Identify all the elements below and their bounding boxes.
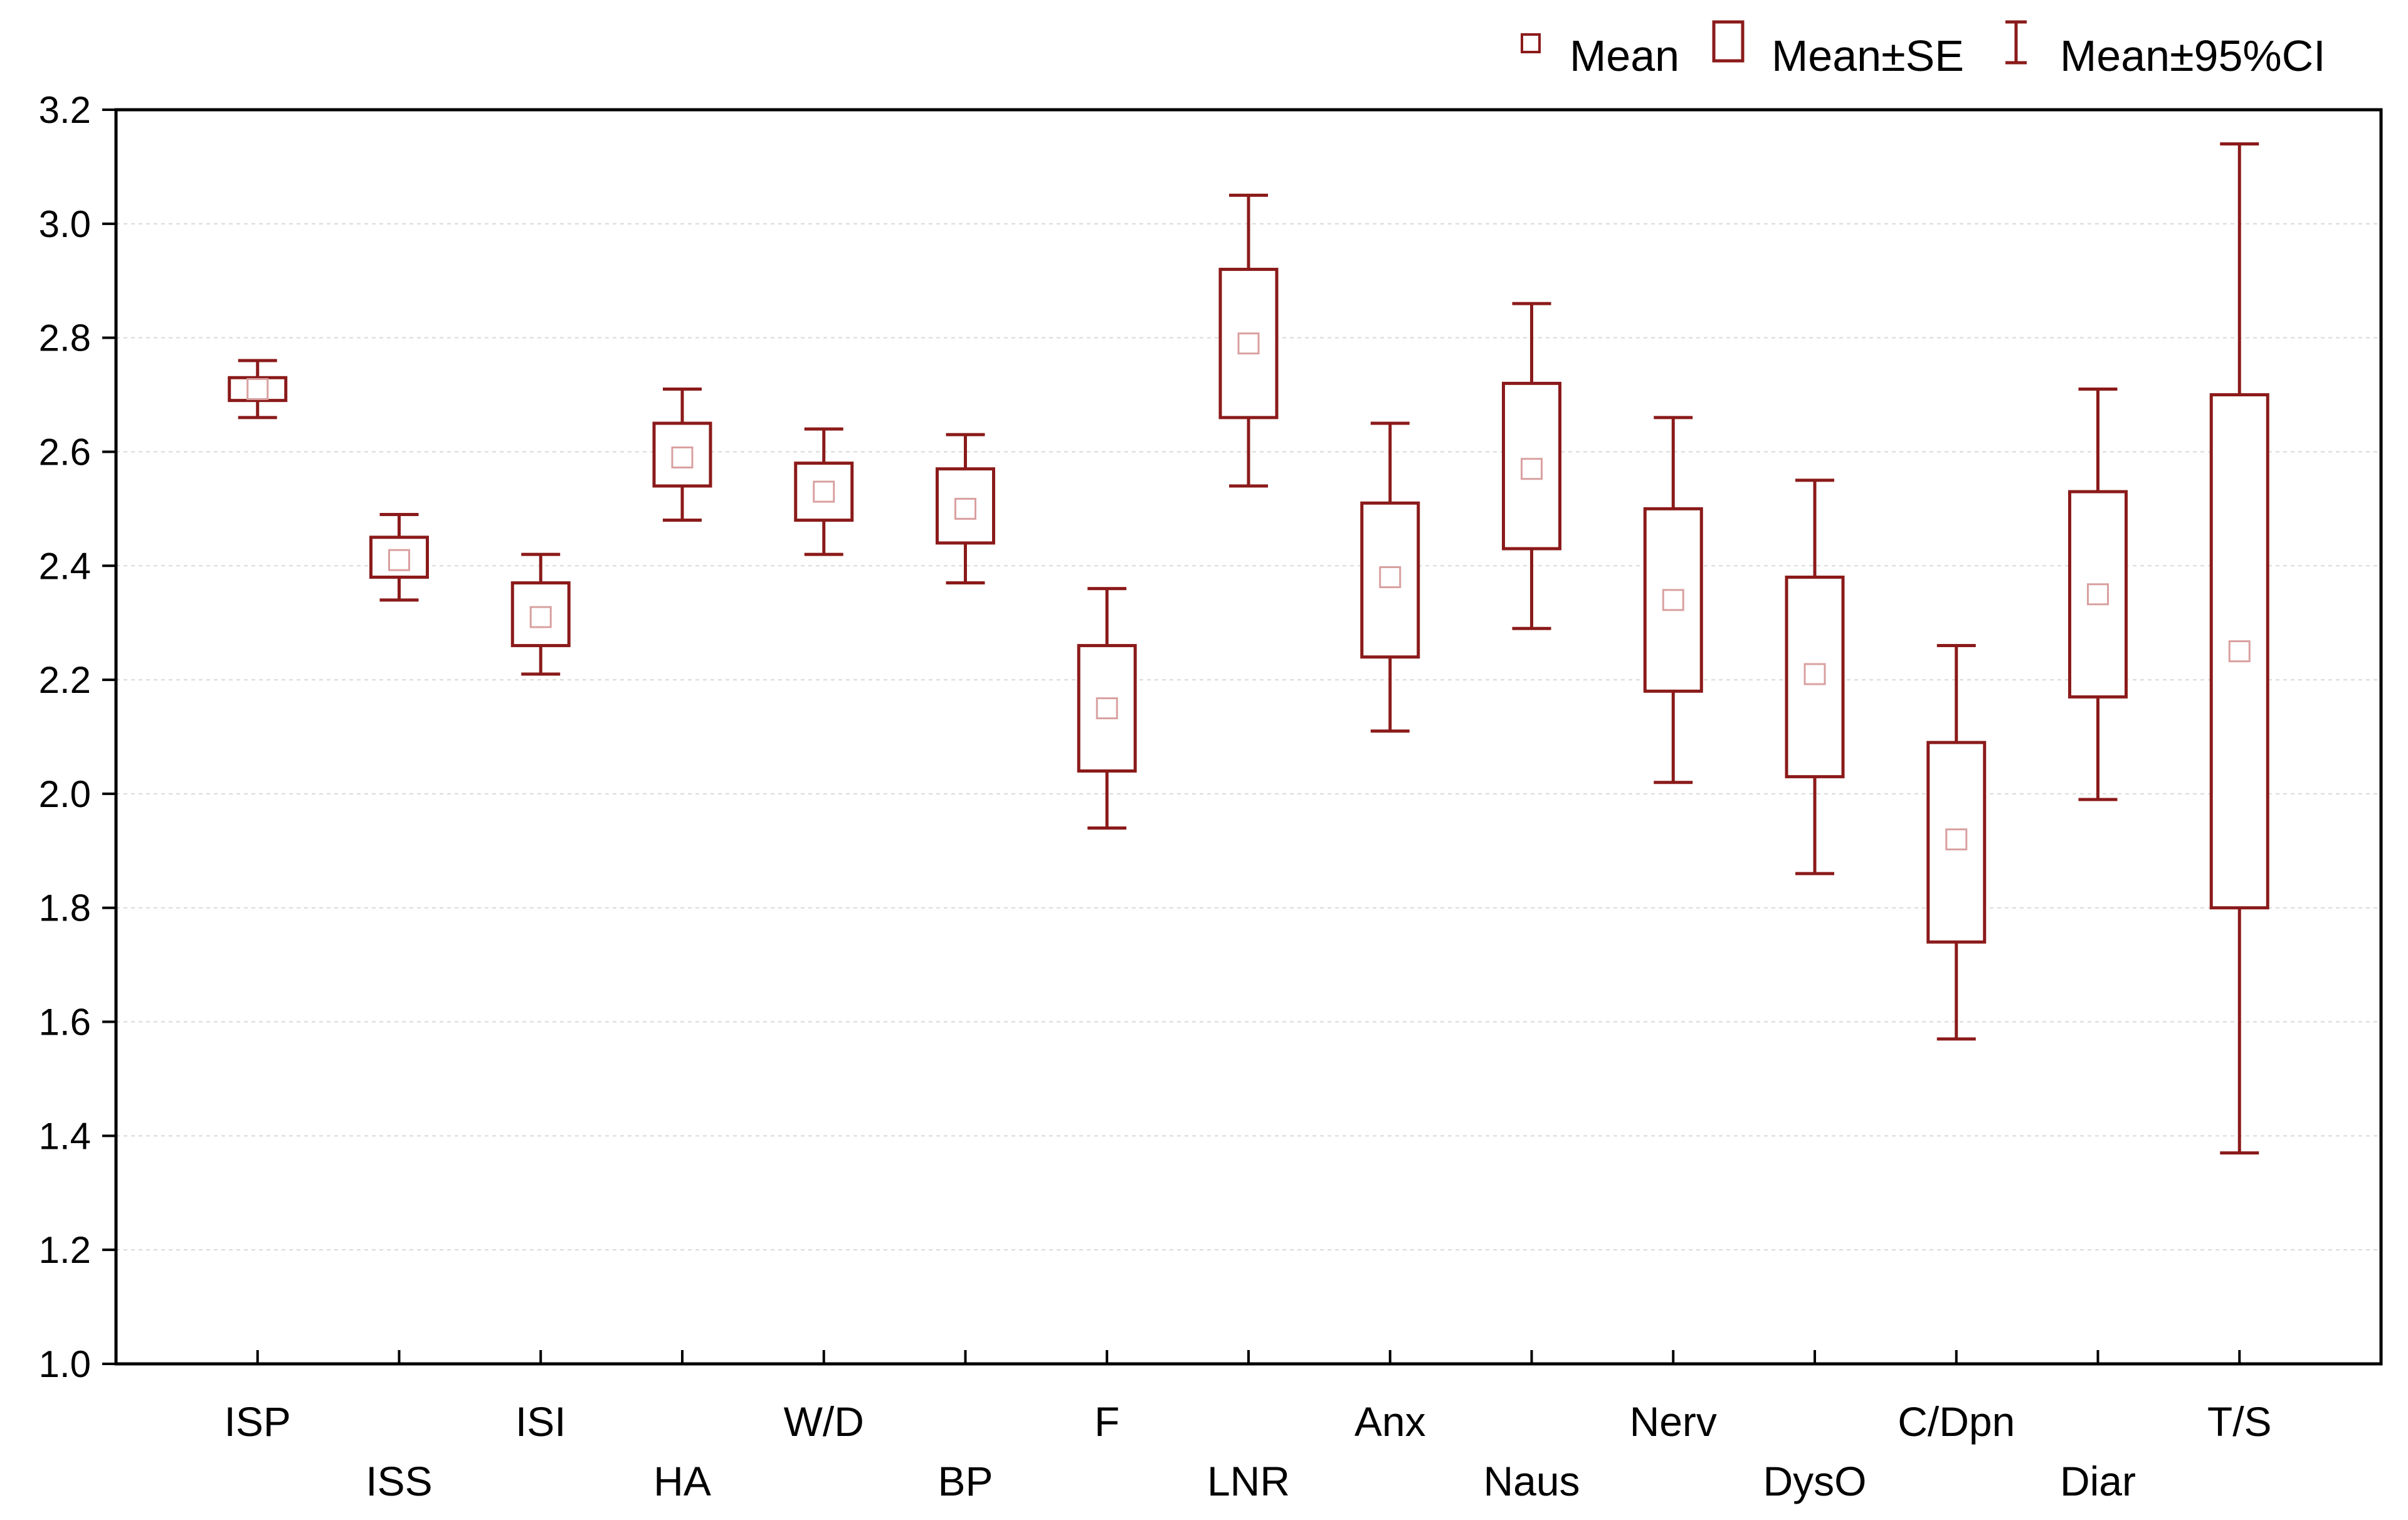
mean-marker	[1521, 458, 1543, 480]
se-box	[1643, 507, 1703, 693]
mean-marker	[1379, 566, 1402, 588]
x-category-label: C/Dpn	[1898, 1398, 2015, 1445]
y-tick-label: 2.2	[39, 659, 91, 701]
mean-marker	[388, 549, 410, 571]
plot-area-frame	[114, 108, 2383, 1366]
x-category-label: Diar	[2060, 1458, 2136, 1504]
y-tick-label: 2.0	[39, 773, 91, 815]
mean-marker	[246, 377, 269, 400]
legend-mean-marker	[1521, 33, 1541, 53]
se-box	[1502, 381, 1561, 551]
y-tick-label: 1.8	[39, 887, 91, 929]
y-tick-label: 1.2	[39, 1229, 91, 1271]
y-tick-label: 3.2	[39, 89, 91, 131]
mean-marker	[1803, 663, 1826, 685]
x-category-label: HA	[653, 1458, 711, 1504]
legend-se-marker	[1712, 20, 1745, 63]
y-tick-label: 2.6	[39, 431, 91, 473]
se-box	[1360, 501, 1420, 659]
x-axis-ticks: ISP ISS ISI HA W/D BP F LNR Anx Naus Nerv DysO C/Dpn…	[224, 1350, 2272, 1504]
legend-se-label: Mean±SE	[1772, 31, 1964, 80]
x-category-label: Nerv	[1630, 1398, 1717, 1445]
y-tick-label: 2.8	[39, 317, 91, 359]
mean-marker	[1945, 828, 1968, 851]
se-box	[1785, 575, 1845, 779]
se-box	[2068, 490, 2128, 699]
x-category-label: T/S	[2207, 1398, 2272, 1445]
se-box	[652, 421, 712, 488]
y-axis-ticks: 1.0 1.2 1.4 1.6 1.8 2.0 2.2 2.4 2.6 2.8 3.0 3.2	[39, 89, 116, 1385]
x-category-label: Anx	[1354, 1398, 1426, 1445]
mean-marker	[1096, 697, 1118, 720]
se-box	[1077, 644, 1137, 773]
mean-marker	[671, 446, 694, 469]
y-tick-label: 1.6	[39, 1001, 91, 1043]
se-box	[1926, 741, 1987, 944]
mean-marker	[529, 606, 552, 628]
legend-mean-label: Mean	[1570, 31, 1679, 80]
x-category-label: ISI	[515, 1398, 566, 1445]
se-box	[369, 536, 429, 579]
mean-marker	[1237, 332, 1260, 355]
mean-marker	[1662, 589, 1684, 611]
se-box	[1218, 268, 1279, 420]
se-box	[228, 376, 288, 403]
y-tick-label: 1.0	[39, 1343, 91, 1385]
x-category-label: W/D	[784, 1398, 864, 1445]
mean-marker	[2087, 583, 2109, 606]
mean-marker	[813, 480, 835, 503]
mean-marker	[954, 497, 976, 520]
y-tick-label: 1.4	[39, 1115, 91, 1157]
y-tick-label: 2.4	[39, 545, 91, 587]
se-box	[936, 467, 995, 545]
x-category-label: BP	[937, 1458, 993, 1504]
x-category-label: DysO	[1763, 1458, 1867, 1504]
x-category-label: LNR	[1207, 1458, 1290, 1504]
se-box	[510, 581, 571, 648]
se-box	[794, 462, 854, 522]
legend: Mean Mean±SE Mean±95%CI	[1521, 20, 2326, 80]
series-whisker-boxes	[228, 142, 2269, 1155]
x-category-label: Naus	[1483, 1458, 1580, 1504]
se-box	[2209, 393, 2269, 910]
legend-ci-label: Mean±95%CI	[2060, 31, 2326, 80]
legend-ci-marker	[2005, 20, 2027, 65]
x-category-label: ISS	[366, 1458, 432, 1504]
x-category-label: F	[1094, 1398, 1119, 1445]
y-tick-label: 3.0	[39, 203, 91, 245]
mean-marker	[2228, 640, 2251, 663]
x-category-label: ISP	[224, 1398, 291, 1445]
